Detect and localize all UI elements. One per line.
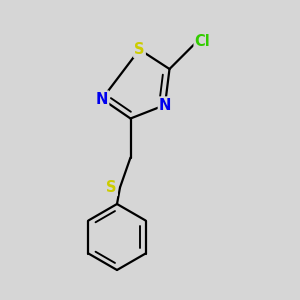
- Text: Cl: Cl: [195, 34, 210, 49]
- Text: N: N: [159, 98, 171, 112]
- Text: N: N: [96, 92, 108, 106]
- Text: S: S: [106, 180, 117, 195]
- Text: S: S: [134, 42, 145, 57]
